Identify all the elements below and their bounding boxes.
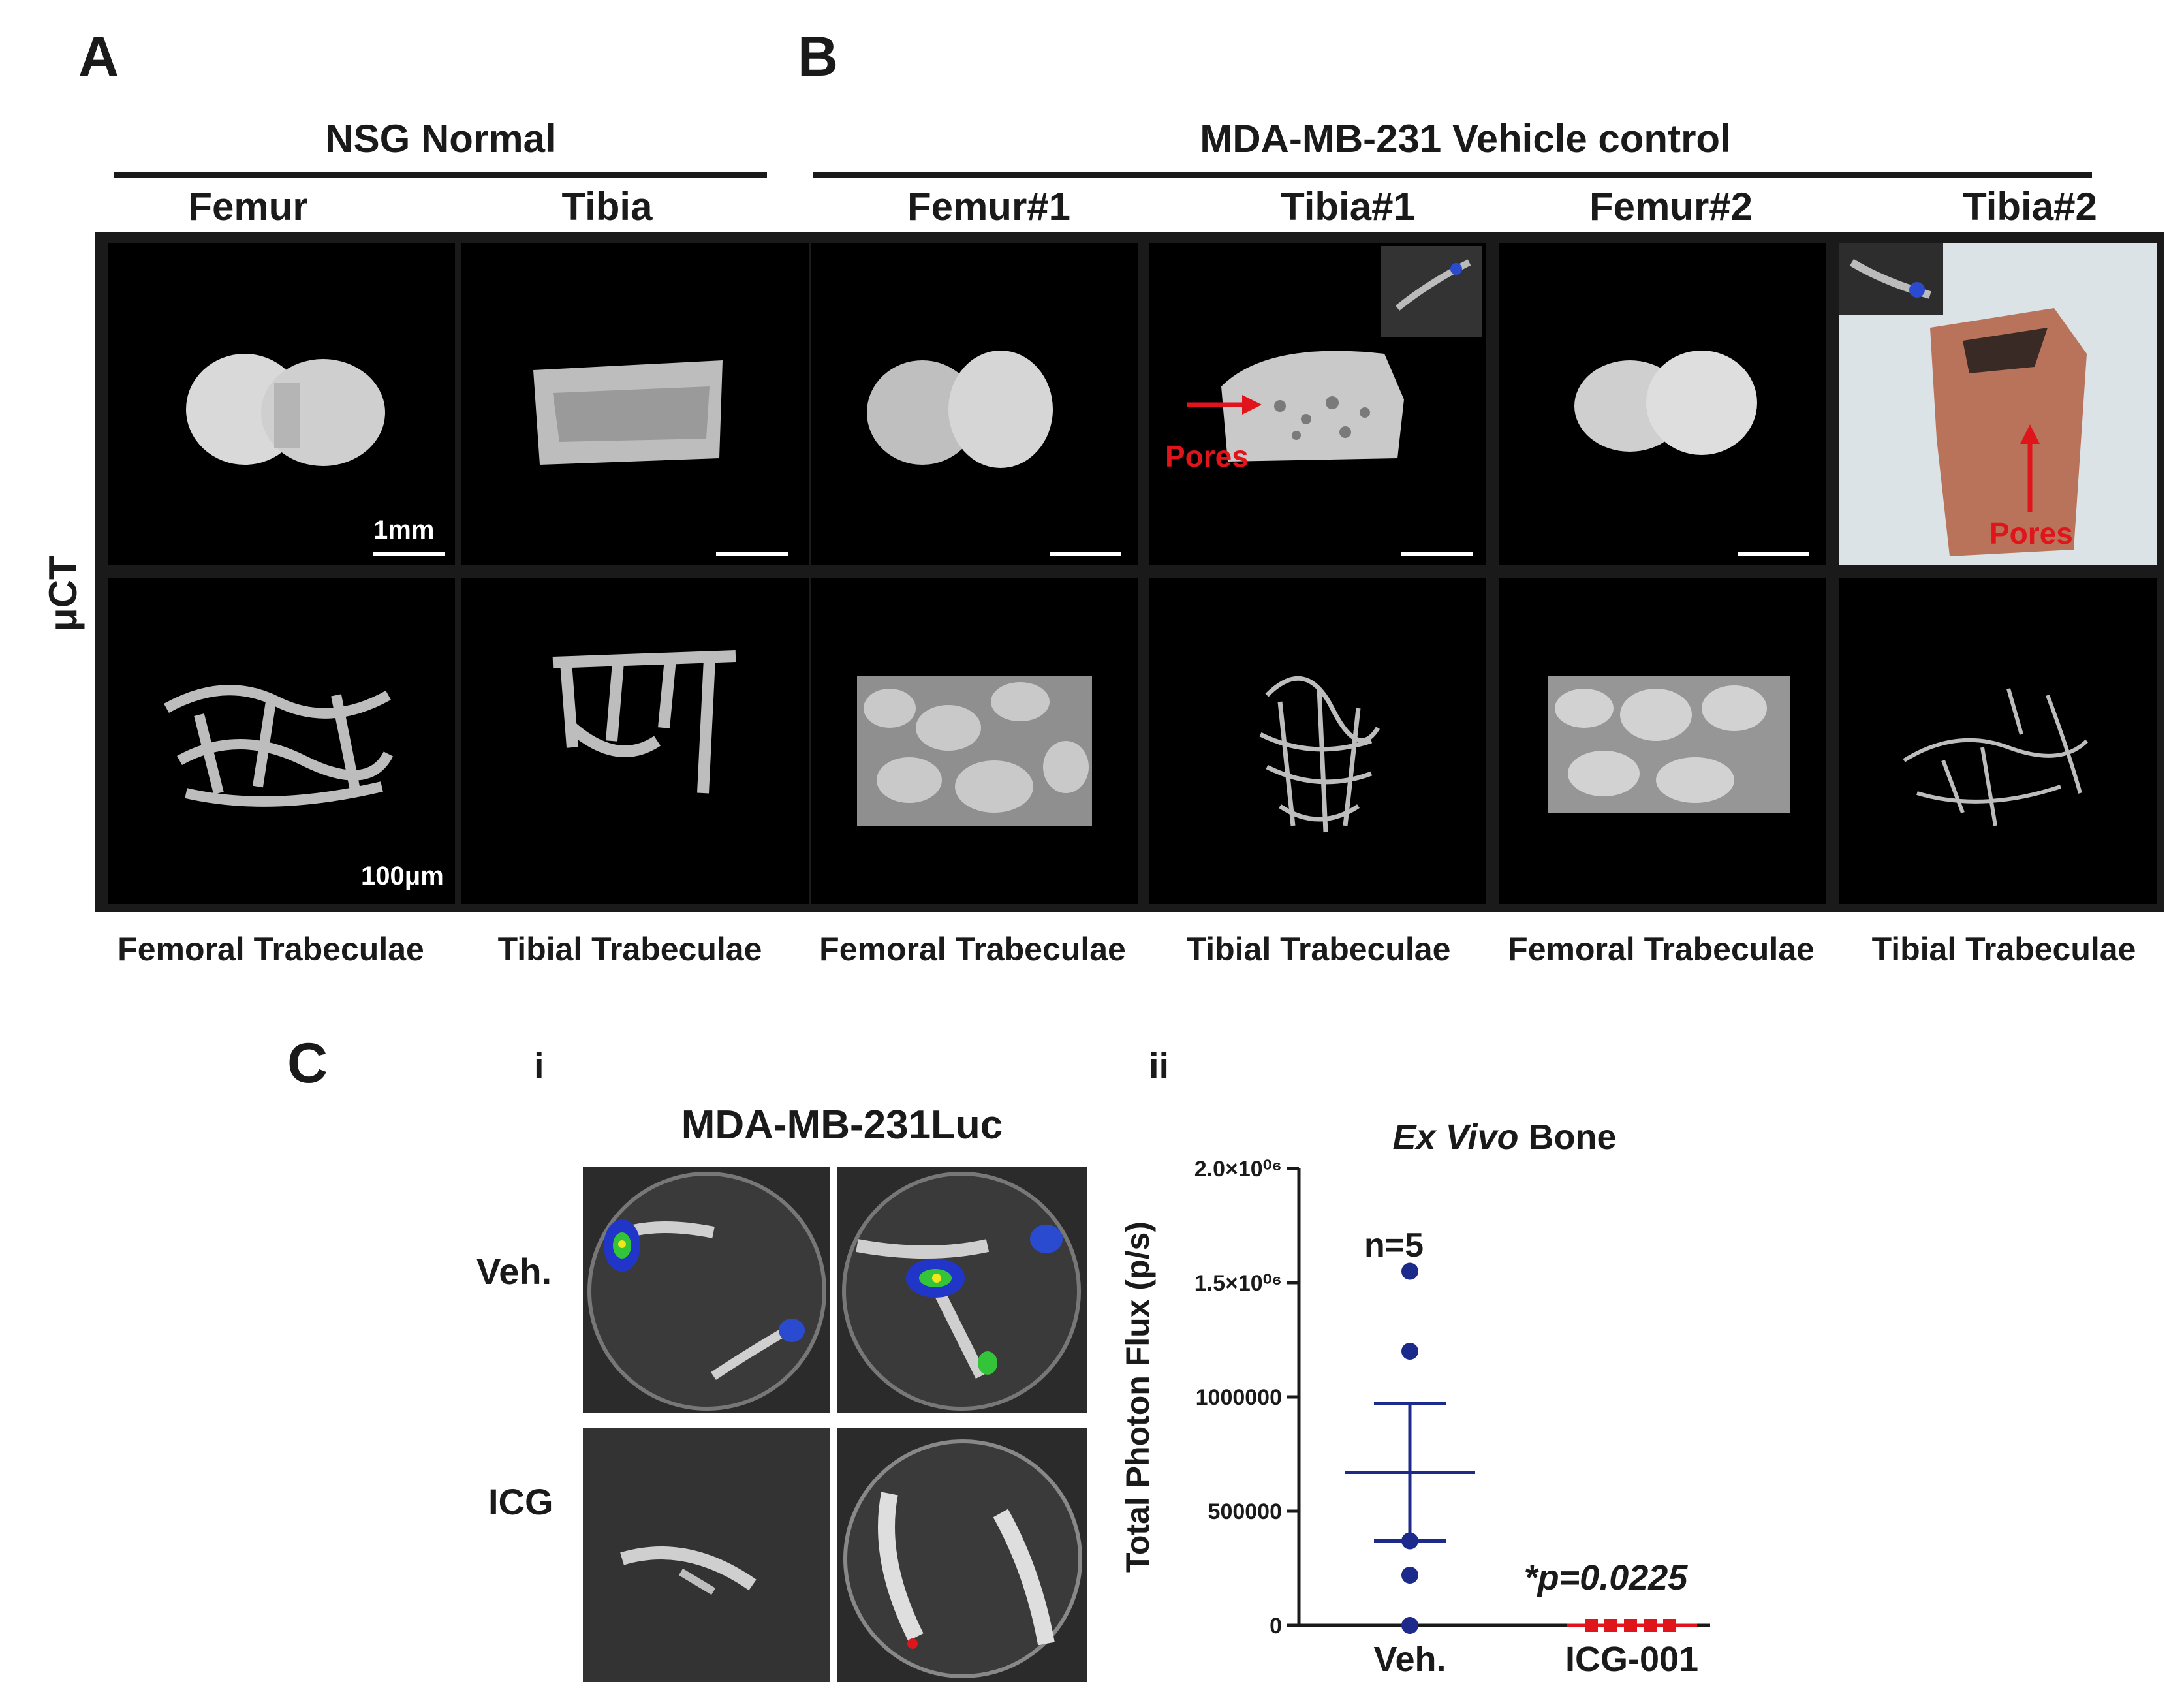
scale-label-100um: 100μm [361, 862, 444, 890]
bli-veh-1 [583, 1167, 830, 1413]
y-tick-label-0: 0 [1270, 1614, 1282, 1638]
chart-title: Ex Vivo Bone [1392, 1118, 1616, 1157]
y-tick-label-2: 1000000 [1196, 1385, 1282, 1410]
bottom-label-femoral-1: Femoral Trabeculae [819, 931, 1126, 967]
uct-femoral-trabeculae-1 [811, 578, 1138, 904]
panel-label-c-i: i [534, 1045, 544, 1086]
col-label-femur-1: Femur#1 [907, 185, 1071, 228]
bottom-label-tibial-1: Tibial Trabeculae [1186, 931, 1451, 967]
uct-femur-2 [1499, 243, 1826, 565]
bli-icg-1 [583, 1428, 830, 1682]
point-veh-2 [1401, 1532, 1418, 1550]
scale-bar-1mm [373, 552, 445, 556]
uct-femoral-trabeculae-normal [108, 578, 455, 904]
col-label-femur: Femur [188, 185, 308, 228]
uct-tibial-trabeculae-2 [1839, 578, 2157, 904]
uct-tibial-trabeculae-1 [1149, 578, 1486, 904]
pores-label-tibia-2: Pores [1989, 516, 2073, 550]
bli-veh-2 [837, 1167, 1087, 1413]
pores-arrow-tibia-2 [2017, 424, 2043, 516]
group-title-nsg-normal: NSG Normal [325, 117, 556, 161]
y-axis-label: Total Photon Flux (p/s) [1119, 1221, 1156, 1573]
uct-tibial-trabeculae-normal [461, 578, 809, 904]
y-tick-label-4: 2.0×10⁰⁶ [1194, 1157, 1282, 1182]
uct-femur-1 [811, 243, 1138, 565]
bottom-label-femoral-normal: Femoral Trabeculae [117, 931, 424, 967]
uct-femur-normal [108, 243, 455, 565]
bottom-label-tibial-2: Tibial Trabeculae [1871, 931, 2136, 967]
scale-label-1mm: 1mm [373, 516, 435, 544]
panel-letter-a: A [78, 25, 119, 88]
panel-letter-c: C [287, 1032, 328, 1095]
panel-letter-b: B [798, 25, 839, 88]
point-veh-4 [1401, 1617, 1418, 1634]
col-label-femur-2: Femur#2 [1589, 185, 1753, 228]
annotation-p-value: *p=0.0225 [1524, 1558, 1689, 1597]
x-category-label-0: Veh. [1373, 1640, 1446, 1679]
uct-tibia-normal [461, 243, 809, 565]
point-icg-0 [1585, 1619, 1598, 1632]
group-title-vehicle-control: MDA-MB-231 Vehicle control [1200, 117, 1731, 161]
bottom-label-tibial-normal: Tibial Trabeculae [497, 931, 762, 967]
group-rule-a [114, 172, 767, 178]
row-label-icg: ICG [488, 1481, 554, 1522]
bli-icg-2 [837, 1428, 1087, 1682]
uct-tibia-2-photo [1839, 243, 2157, 565]
point-veh-1 [1401, 1343, 1418, 1360]
col-label-tibia-1: Tibia#1 [1281, 185, 1415, 228]
group-rule-b [813, 172, 2092, 178]
point-icg-4 [1663, 1619, 1676, 1632]
point-icg-2 [1624, 1619, 1637, 1632]
y-tick-label-3: 1.5×10⁰⁶ [1194, 1271, 1282, 1296]
annotation-n: n=5 [1364, 1227, 1424, 1264]
pores-label-tibia-1: Pores [1165, 439, 1249, 473]
panel-c-i-title: MDA-MB-231Luc [681, 1103, 1003, 1148]
bottom-label-femoral-2: Femoral Trabeculae [1508, 931, 1815, 967]
point-icg-1 [1604, 1619, 1617, 1632]
panel-label-c-ii: ii [1149, 1045, 1170, 1086]
x-category-label-1: ICG-001 [1565, 1640, 1698, 1679]
uct-femoral-trabeculae-2 [1499, 578, 1826, 904]
uct-axis-label: μCT [41, 556, 85, 632]
point-veh-3 [1401, 1567, 1418, 1584]
point-icg-3 [1644, 1619, 1657, 1632]
col-label-tibia-2: Tibia#2 [1963, 185, 2097, 228]
point-veh-0 [1401, 1262, 1418, 1280]
col-label-tibia: Tibia [561, 185, 653, 228]
uct-tibia-1 [1149, 243, 1486, 565]
row-label-veh: Veh. [476, 1251, 552, 1292]
y-tick-label-1: 500000 [1208, 1499, 1282, 1524]
photon-flux-chart: Ex Vivo Bone 0 500000 1000000 1.5×10⁰⁶ 2.0×10… [1110, 1103, 1762, 1704]
